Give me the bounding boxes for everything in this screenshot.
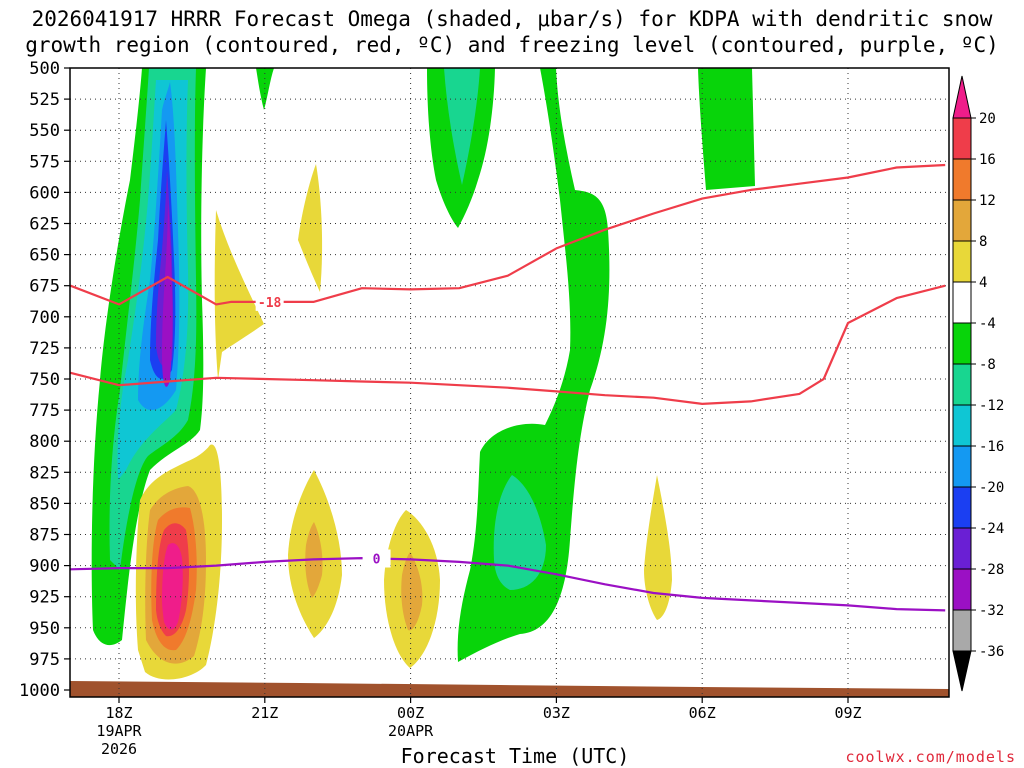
colorbar-label: -28: [979, 562, 1004, 578]
source-credit: coolwx.com/models: [845, 748, 1016, 766]
x-tick-label: 20APR: [388, 722, 434, 740]
y-tick-label: 825: [29, 463, 60, 483]
y-tick-label: 975: [29, 650, 60, 670]
x-tick-label: 19APR: [96, 722, 142, 740]
y-tick-label: 575: [29, 152, 60, 172]
y-tick-label: 925: [29, 588, 60, 608]
y-tick-label: 1000: [19, 681, 60, 701]
colorbar-label: -12: [979, 398, 1004, 414]
colorbar-over-triangle: [952, 75, 972, 119]
colorbar-label: 20: [979, 111, 996, 127]
y-tick-label: 875: [29, 526, 60, 546]
omega-region-downward-weak: [298, 164, 323, 292]
omega-region-upward-peak: [162, 200, 173, 387]
colorbar-label: 16: [979, 152, 996, 168]
y-tick-label: 675: [29, 277, 60, 297]
x-tick-label: 03Z: [543, 704, 570, 722]
terrain-bar: [70, 681, 949, 697]
omega-region-upward-moderate: [493, 475, 546, 590]
y-axis: 500 525 550 575 600 625 650 675 700 725 750 775 800 8…: [19, 59, 70, 701]
omega-region-downward-weak: [644, 475, 672, 620]
y-tick-label: 775: [29, 401, 60, 421]
omega-region-downward-weak: [214, 210, 264, 380]
y-tick-label: 525: [29, 90, 60, 110]
colorbar-label: -32: [979, 603, 1004, 619]
contour-line: [70, 163, 946, 306]
omega-region-downward-moderate: [401, 552, 423, 631]
colorbar-bin: [952, 568, 972, 611]
contour-line: [70, 284, 946, 405]
colorbar-label: -4: [979, 316, 996, 332]
omega-shading: [70, 68, 949, 697]
colorbar-bin: [952, 281, 972, 324]
omega-region-upward-moderate: [444, 68, 480, 185]
y-tick-label: 800: [29, 432, 60, 452]
omega-region-upward-weak: [457, 68, 610, 662]
y-tick-label: 750: [29, 370, 60, 390]
contour-line: [70, 557, 946, 612]
colorbar-label: -16: [979, 439, 1004, 455]
x-tick-label: 09Z: [834, 704, 861, 722]
y-tick-label: 700: [29, 308, 60, 328]
x-axis-title: Forecast Time (UTC): [400, 744, 630, 768]
colorbar-bin: [952, 445, 972, 488]
omega-region-downward-peak: [162, 543, 183, 630]
colorbar-label: -24: [979, 521, 1004, 537]
omega-region-upward-weak: [698, 68, 755, 190]
colorbar-bin: [952, 117, 972, 160]
y-tick-label: 550: [29, 121, 60, 141]
contour-label-bg: [362, 549, 391, 568]
colorbar-label: 4: [979, 275, 987, 291]
colorbar-bin: [952, 609, 972, 652]
x-tick-label: 18Z: [105, 704, 132, 722]
x-tick-label: 21Z: [251, 704, 278, 722]
colorbar-label: -36: [979, 644, 1004, 660]
colorbar-bin: [952, 404, 972, 447]
colorbar-bin: [952, 322, 972, 365]
y-tick-label: 900: [29, 557, 60, 577]
x-tick-label: 06Z: [689, 704, 716, 722]
colorbar-label: 12: [979, 193, 996, 209]
colorbar-label: 8: [979, 234, 987, 250]
x-tick-label: 00Z: [397, 704, 424, 722]
colorbar-label: -8: [979, 357, 996, 373]
y-tick-label: 725: [29, 339, 60, 359]
y-tick-label: 600: [29, 183, 60, 203]
contour-lines: -18 0: [70, 163, 946, 612]
y-tick-label: 850: [29, 494, 60, 514]
colorbar: 20 16 12 8 4 -4 -8 -12 -16 -20 -24 -28 -32 -36: [952, 75, 1004, 692]
y-tick-label: 650: [29, 246, 60, 266]
colorbar-under-triangle: [952, 650, 972, 692]
x-tick-label: 2026: [101, 740, 137, 758]
colorbar-label: -20: [979, 480, 1004, 496]
colorbar-bin: [952, 363, 972, 406]
colorbar-bin: [952, 199, 972, 242]
plot-frame: [69, 67, 950, 698]
y-tick-label: 500: [29, 59, 60, 79]
y-tick-label: 625: [29, 215, 60, 235]
y-tick-label: 950: [29, 619, 60, 639]
colorbar-bin: [952, 486, 972, 529]
chart-title-line1: 2026041917 HRRR Forecast Omega (shaded, …: [31, 7, 993, 31]
contour-label: -18: [258, 296, 282, 311]
colorbar-bin: [952, 158, 972, 201]
colorbar-bin: [952, 240, 972, 283]
chart-title-line2: growth region (contoured, red, ºC) and f…: [25, 33, 999, 57]
colorbar-bin: [952, 527, 972, 570]
contour-label: 0: [373, 553, 381, 568]
contour-label-bg: [255, 292, 284, 311]
